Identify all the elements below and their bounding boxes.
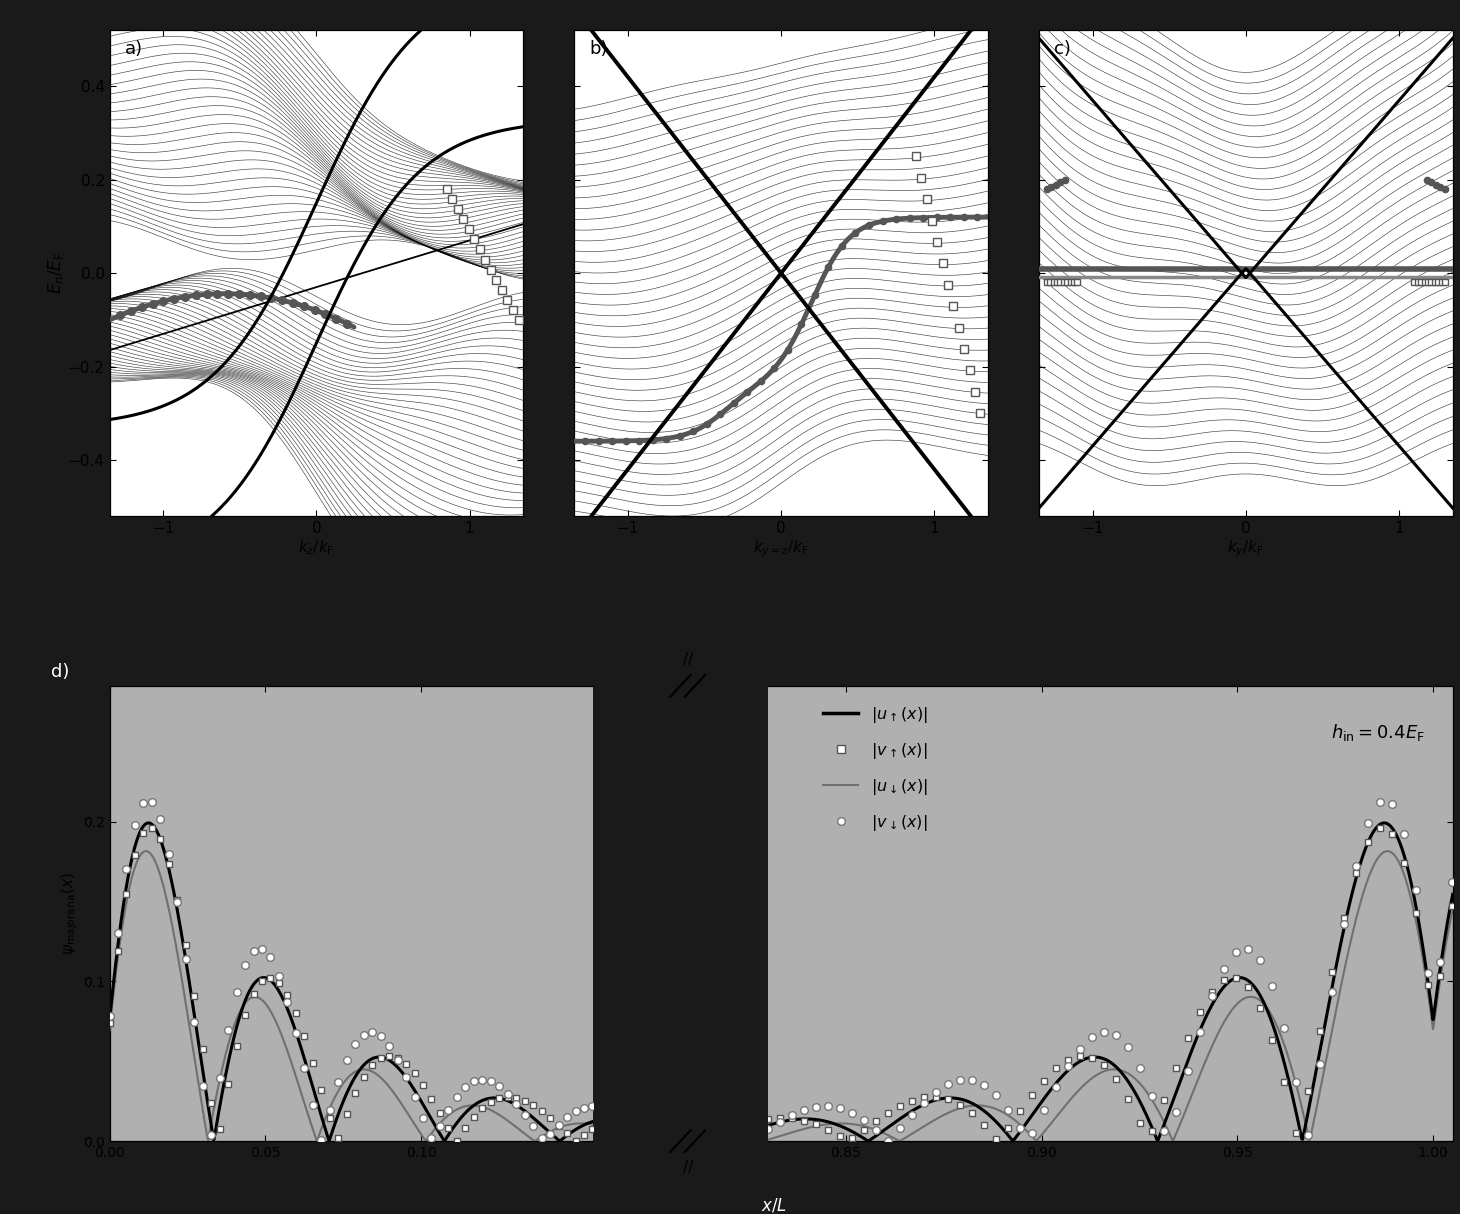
- X-axis label: $k_z/k_{\mathrm{F}}$: $k_z/k_{\mathrm{F}}$: [298, 539, 334, 557]
- X-axis label: $k_{y=z}/k_{\mathrm{F}}$: $k_{y=z}/k_{\mathrm{F}}$: [753, 539, 809, 560]
- Text: d): d): [51, 663, 70, 681]
- Y-axis label: $\psi_{\mathrm{majorana}}(x)$: $\psi_{\mathrm{majorana}}(x)$: [60, 872, 80, 955]
- Text: //: //: [682, 652, 694, 666]
- Text: c): c): [1054, 40, 1072, 58]
- Text: $x/L$: $x/L$: [761, 1196, 787, 1214]
- Text: //: //: [682, 1159, 694, 1174]
- Text: $h_{\mathrm{in}}=0.4E_{\mathrm{F}}$: $h_{\mathrm{in}}=0.4E_{\mathrm{F}}$: [1332, 722, 1425, 743]
- Y-axis label: $E_n/E_{\mathrm{F}}$: $E_n/E_{\mathrm{F}}$: [47, 253, 66, 294]
- Text: a): a): [124, 40, 143, 58]
- Text: b): b): [590, 40, 607, 58]
- Legend: $|u_{\uparrow}(x)|$, $|v_{\uparrow}(x)|$, $|u_{\downarrow}(x)|$, $|v_{\downarrow: $|u_{\uparrow}(x)|$, $|v_{\uparrow}(x)|$…: [816, 698, 934, 839]
- X-axis label: $k_y/k_{\mathrm{F}}$: $k_y/k_{\mathrm{F}}$: [1228, 539, 1264, 560]
